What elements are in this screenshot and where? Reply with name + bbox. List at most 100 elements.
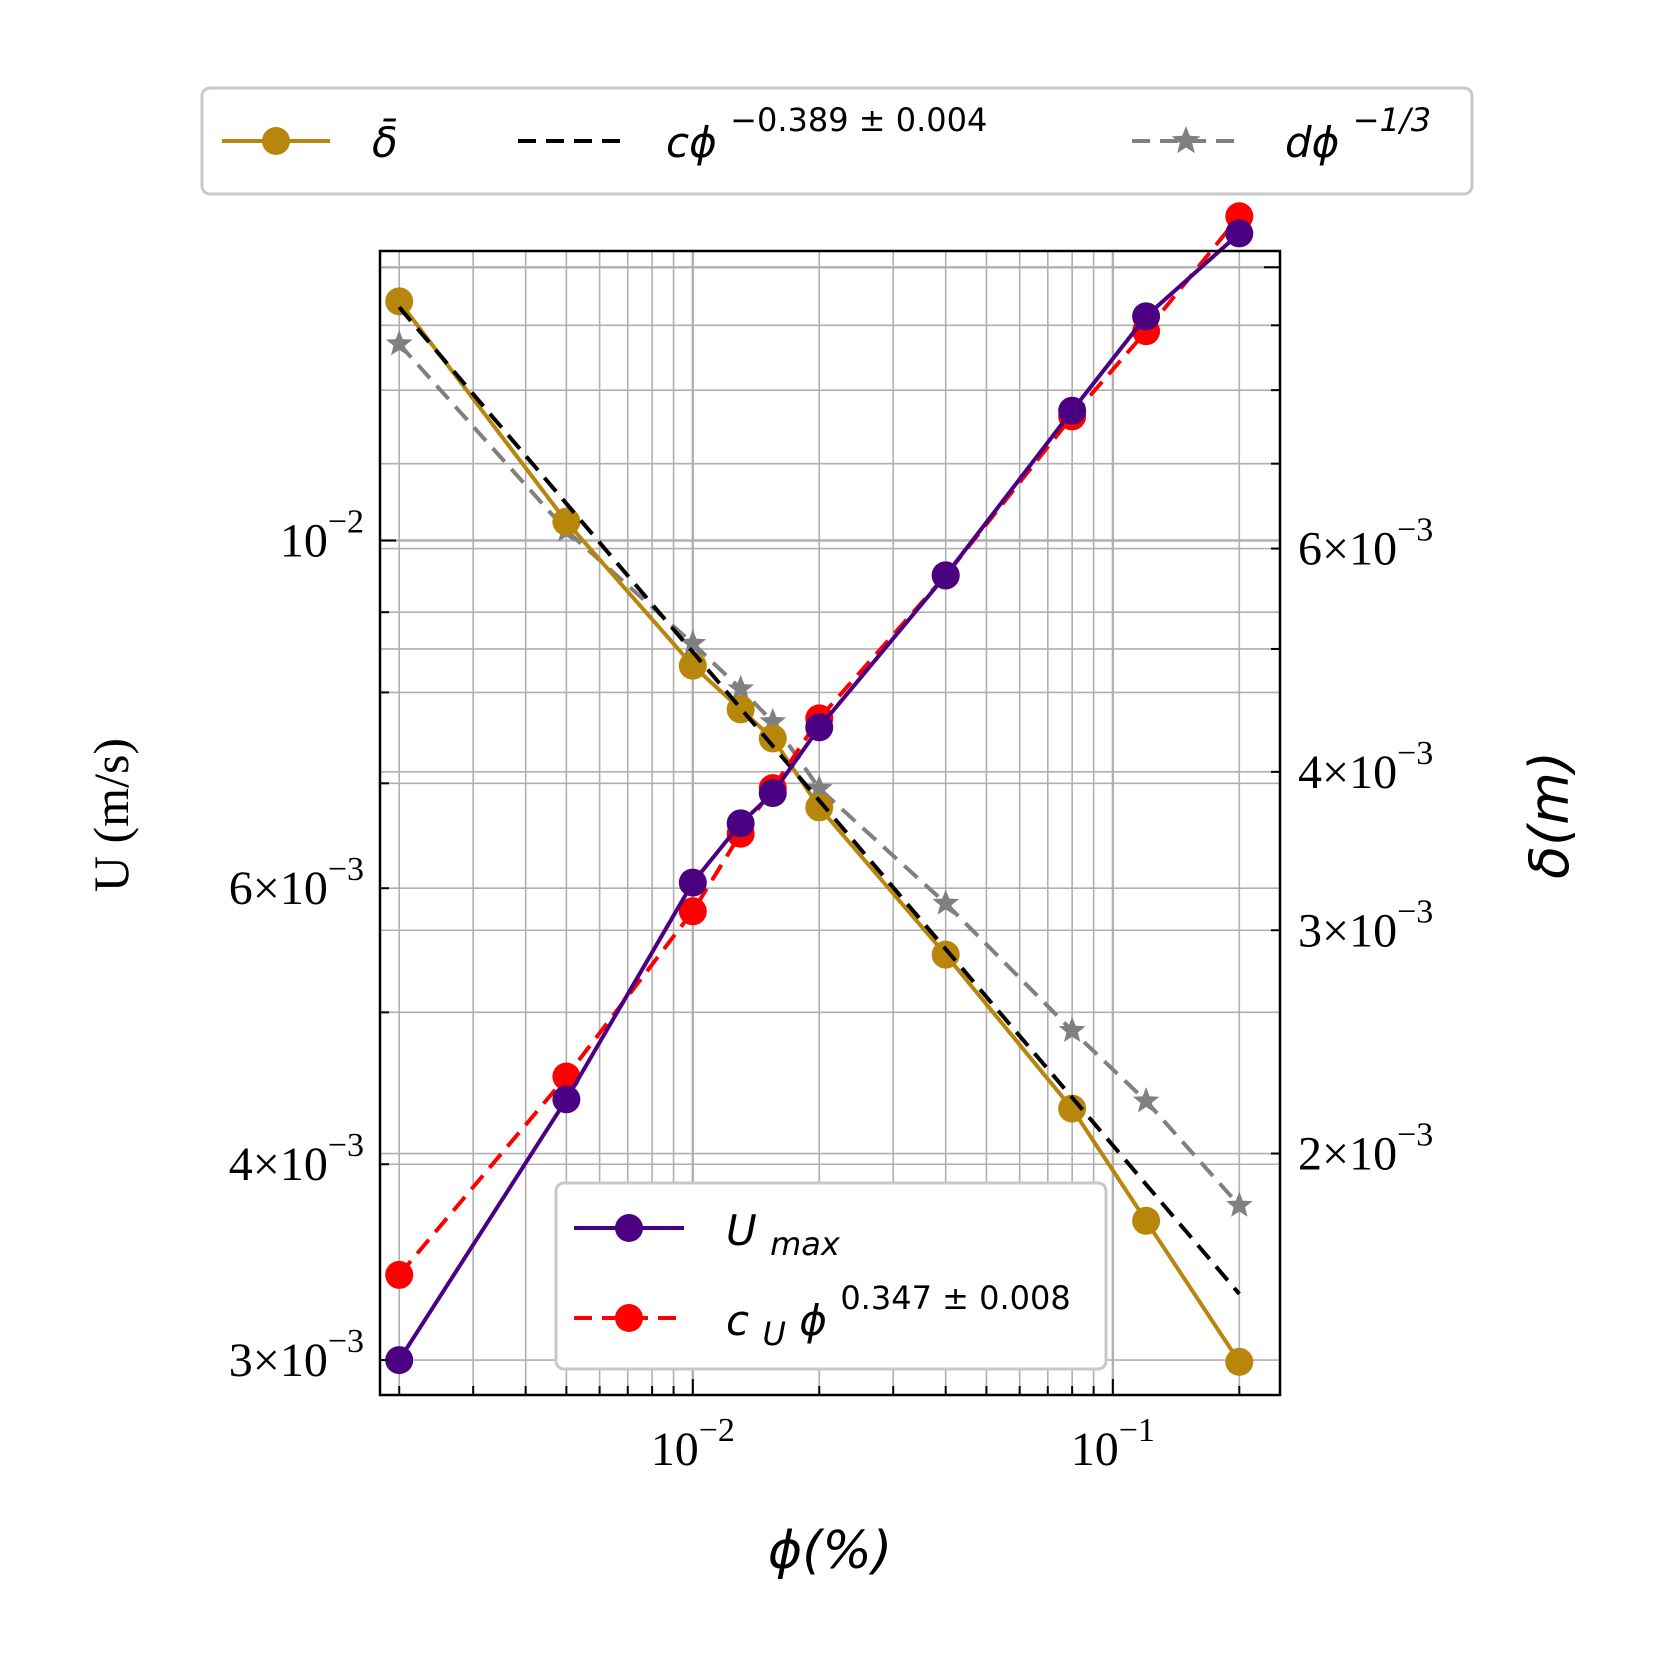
legend-label-umax: U max bbox=[726, 1206, 841, 1263]
legend-label-delta-bar: δ̄ bbox=[372, 116, 398, 167]
y-left-tick-label-times: × bbox=[253, 1334, 280, 1387]
series-0-point bbox=[1058, 1094, 1087, 1123]
series-0-point bbox=[758, 724, 787, 753]
legend-label-d-phi-base: dϕ bbox=[1285, 118, 1339, 167]
series-1 bbox=[397, 305, 1241, 1296]
series-3-line bbox=[397, 231, 1241, 1362]
y-left-tick-label: 10−2 bbox=[280, 503, 364, 567]
y-left-tick-label-exp: −3 bbox=[328, 1323, 364, 1360]
y-right-tick-label-exp: −3 bbox=[1397, 735, 1433, 772]
legend-inner-frame bbox=[554, 1181, 1108, 1371]
y-right-tick-label-times: × bbox=[1322, 523, 1349, 576]
y-left-tick-label-mantissa: 3 bbox=[229, 1334, 253, 1387]
y-right-tick-label: 6×10−3 bbox=[1298, 512, 1433, 576]
legend-marker-umax bbox=[615, 1214, 643, 1242]
y-right-tick-label: 4×10−3 bbox=[1298, 735, 1433, 799]
series-4-point bbox=[678, 897, 707, 926]
legend-top: δ̄ cϕ −0.389 ± 0.004 dϕ −1/3 bbox=[200, 86, 1474, 196]
legend-marker-delta-bar bbox=[262, 127, 290, 155]
legend-top-frame bbox=[200, 86, 1474, 196]
y-right-tick-label-exp: −3 bbox=[1397, 893, 1433, 930]
series-2-point bbox=[805, 774, 833, 800]
legend-label-umax-base: U bbox=[726, 1206, 757, 1255]
y-left-tick-label-exp: −3 bbox=[328, 1127, 364, 1164]
tick-labels: 10−2 10−13×10−34×10−36×10−310−22×10−33×10… bbox=[229, 503, 1434, 1476]
series-3-point bbox=[1225, 219, 1254, 248]
legend-label-fit-u-base: c bbox=[726, 1296, 749, 1345]
plot-frame bbox=[378, 249, 1282, 1397]
series-3-point bbox=[805, 713, 834, 742]
y-left-tick-label-exp: −3 bbox=[328, 851, 364, 888]
series-3-point bbox=[552, 1085, 581, 1114]
y-right-tick-label-mantissa: 6 bbox=[1298, 523, 1322, 576]
series-0-point bbox=[1225, 1347, 1254, 1376]
series-0-line bbox=[397, 300, 1241, 1364]
y-left-tick-label: 6×10−3 bbox=[229, 851, 364, 915]
series-2-point bbox=[759, 707, 787, 734]
legend-label-fit-delta: cϕ −0.389 ± 0.004 bbox=[666, 101, 987, 167]
legend-inner: U max c U ϕ 0.347 ± 0.008 bbox=[554, 1181, 1108, 1371]
series-4-point bbox=[385, 1260, 414, 1289]
legend-entry-delta-bar: δ̄ bbox=[222, 116, 398, 167]
series-3-point bbox=[758, 779, 787, 808]
axis-ticks bbox=[380, 266, 1280, 1395]
legend-label-fit-u-sub: U bbox=[762, 1315, 785, 1353]
series-2-point bbox=[1058, 1016, 1086, 1042]
y-right-tick-label: 3×10−3 bbox=[1298, 893, 1433, 957]
legend-entry-fit-u: c U ϕ 0.347 ± 0.008 bbox=[574, 1279, 1071, 1355]
y-right-tick-label-mantissa: 4 bbox=[1298, 746, 1322, 799]
series-2-point bbox=[385, 330, 413, 356]
x-tick-label: 10−1 bbox=[1071, 1412, 1155, 1476]
y-left-tick-label-base: 10 bbox=[280, 862, 328, 915]
y-right-tick-label-base: 10 bbox=[1349, 746, 1397, 799]
legend-label-fit-u-exp: 0.347 ± 0.008 bbox=[840, 1279, 1070, 1317]
y-left-tick-label: 3×10−3 bbox=[229, 1323, 364, 1387]
legend-label-fit-u-tail: ϕ bbox=[799, 1296, 827, 1345]
legend-marker-d-phi bbox=[1171, 126, 1201, 154]
y-right-tick-label-mantissa: 2 bbox=[1298, 1128, 1322, 1181]
y-axis-title-left: U (m/s) bbox=[83, 738, 139, 892]
x-tick-label-exp: −1 bbox=[1119, 1412, 1155, 1449]
y-right-tick-label-exp: −3 bbox=[1397, 512, 1433, 549]
series-0-point bbox=[805, 793, 834, 822]
x-axis-title: ϕ(%) bbox=[768, 1521, 892, 1581]
y-left-tick-label-base: 10 bbox=[280, 514, 328, 567]
y-right-tick-label-base: 10 bbox=[1349, 523, 1397, 576]
y-left-tick-label: 4×10−3 bbox=[229, 1127, 364, 1191]
y-left-tick-label-times: × bbox=[253, 1138, 280, 1191]
series-2-point bbox=[727, 674, 754, 701]
y-left-tick-label-base: 10 bbox=[280, 1334, 328, 1387]
legend-entry-umax: U max bbox=[574, 1206, 841, 1263]
legend-label-fit-delta-base: cϕ bbox=[666, 118, 717, 167]
legend-label-d-phi-exp: −1/3 bbox=[1353, 101, 1431, 139]
x-tick-label: 10−2 bbox=[651, 1412, 735, 1476]
series-3-point bbox=[678, 868, 707, 897]
series-2-point bbox=[679, 629, 707, 655]
legend-marker-fit-u bbox=[615, 1304, 643, 1332]
series-2-point bbox=[932, 889, 959, 915]
y-right-tick-label-times: × bbox=[1322, 746, 1349, 799]
legend-entry-d-phi: dϕ −1/3 bbox=[1132, 101, 1431, 167]
y-right-tick-label-times: × bbox=[1322, 1128, 1349, 1181]
series-3-point bbox=[726, 809, 755, 838]
legend-label-umax-sub: max bbox=[770, 1225, 841, 1263]
series-3 bbox=[385, 219, 1254, 1375]
series-0-point bbox=[678, 651, 707, 680]
series-3-point bbox=[1132, 302, 1161, 331]
y-left-tick-label-base: 10 bbox=[280, 1138, 328, 1191]
legend-label-fit-u: c U ϕ 0.347 ± 0.008 bbox=[726, 1279, 1071, 1355]
series-0-point bbox=[1132, 1206, 1161, 1235]
series-0-point bbox=[385, 287, 414, 316]
x-tick-label-base: 10 bbox=[651, 1423, 699, 1476]
series-layer bbox=[385, 202, 1254, 1376]
series-1-line bbox=[397, 305, 1241, 1296]
series-3-point bbox=[385, 1346, 414, 1375]
y-right-tick-label-base: 10 bbox=[1349, 1128, 1397, 1181]
series-0-point bbox=[931, 940, 960, 969]
series-3-point bbox=[1058, 396, 1087, 425]
y-left-tick-label-times: × bbox=[253, 862, 280, 915]
series-2-point bbox=[1226, 1191, 1253, 1217]
y-right-tick-label-times: × bbox=[1322, 904, 1349, 957]
legend-label-fit-delta-exp: −0.389 ± 0.004 bbox=[730, 101, 987, 139]
y-left-tick-label-exp: −2 bbox=[328, 503, 364, 540]
